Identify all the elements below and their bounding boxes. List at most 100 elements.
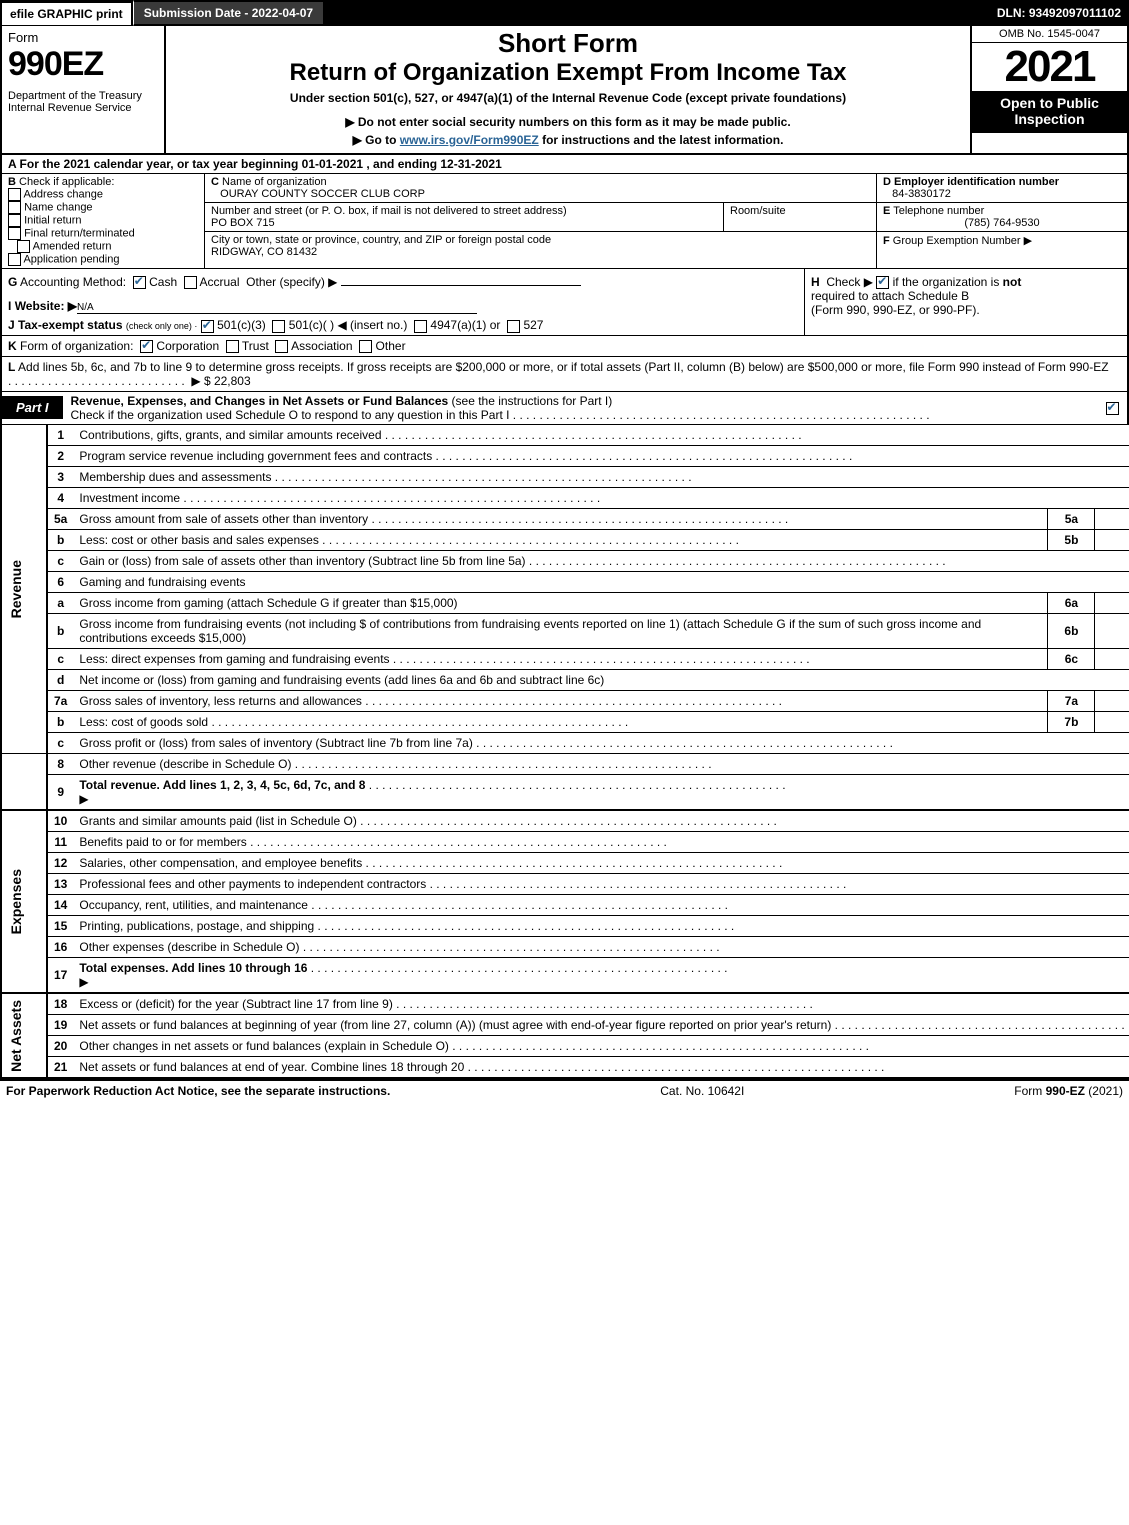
section-g: G Accounting Method: Cash Accrual Other … — [8, 275, 798, 289]
dept-treasury: Department of the Treasury — [8, 90, 158, 102]
tel-val: (785) 764-9530 — [883, 217, 1121, 229]
ein-val: 84-3830172 — [892, 188, 951, 200]
chk-cash[interactable] — [133, 276, 146, 289]
line-8: 8 Other revenue (describe in Schedule O)… — [1, 753, 1129, 774]
section-c: C Name of organization OURAY COUNTY SOCC… — [205, 174, 876, 268]
opt-cash: Cash — [149, 275, 177, 289]
h-text4: (Form 990, 990-EZ, or 990-PF). — [811, 303, 980, 317]
form-number: 990EZ — [8, 45, 158, 84]
opt-other-specify: Other (specify) ▶ — [246, 275, 337, 289]
chk-accrual[interactable] — [184, 276, 197, 289]
irs-link[interactable]: www.irs.gov/Form990EZ — [400, 133, 539, 147]
l6d-desc: Net income or (loss) from gaming and fun… — [73, 669, 1129, 690]
l-amount: ▶ $ 22,803 — [191, 374, 250, 388]
line-6d: d Net income or (loss) from gaming and f… — [1, 669, 1129, 690]
opt-501c: 501(c)( ) ◀ (insert no.) — [289, 318, 408, 332]
name-org-h: Name of organization — [222, 176, 327, 188]
l7a-desc: Gross sales of inventory, less returns a… — [79, 694, 362, 708]
block-ghij: G Accounting Method: Cash Accrual Other … — [0, 269, 1129, 336]
opt-app-pending: Application pending — [23, 253, 119, 265]
l7a-sv: 1,695 — [1095, 690, 1129, 711]
l5a-desc: Gross amount from sale of assets other t… — [79, 512, 368, 526]
room-suite: Room/suite — [724, 203, 876, 232]
chk-name-change[interactable] — [8, 201, 21, 214]
tax-exempt-label: Tax-exempt status — [18, 318, 122, 332]
opt-initial-return: Initial return — [24, 214, 81, 226]
l11-desc: Benefits paid to or for members — [79, 835, 246, 849]
chk-527[interactable] — [507, 320, 520, 333]
line-6a: a Gross income from gaming (attach Sched… — [1, 592, 1129, 613]
label-b: B — [8, 176, 16, 188]
paperwork-notice: For Paperwork Reduction Act Notice, see … — [6, 1084, 390, 1098]
label-e: E — [883, 205, 890, 217]
l2-desc: Program service revenue including govern… — [79, 449, 432, 463]
section-def: D Employer identification number 84-3830… — [876, 174, 1127, 268]
part1-sub: (see the instructions for Part I) — [448, 394, 612, 408]
part1-tab: Part I — [2, 396, 63, 419]
l20-desc: Other changes in net assets or fund bala… — [79, 1039, 449, 1053]
chk-other-org[interactable] — [359, 340, 372, 353]
lines-table: Revenue 1 Contributions, gifts, grants, … — [0, 425, 1129, 1079]
city-h: City or town, state or province, country… — [211, 234, 551, 246]
header-mid: Short Form Return of Organization Exempt… — [166, 26, 970, 153]
section-b: B Check if applicable: Address change Na… — [2, 174, 205, 268]
label-d: D — [883, 176, 891, 188]
tel-h: Telephone number — [893, 205, 984, 217]
label-g: G — [8, 275, 17, 289]
l5c-desc: Gain or (loss) from sale of assets other… — [79, 554, 525, 568]
efile-label[interactable]: efile GRAPHIC print — [0, 1, 133, 25]
check-if-applicable: Check if applicable: — [19, 176, 114, 188]
line-5a: 5a Gross amount from sale of assets othe… — [1, 508, 1129, 529]
l6b-d1: Gross income from fundraising events (no… — [79, 617, 366, 631]
form-ref: Form 990-EZ (2021) — [1014, 1084, 1123, 1098]
l21-desc: Net assets or fund balances at end of ye… — [79, 1060, 464, 1074]
line-15: 15 Printing, publications, postage, and … — [1, 915, 1129, 936]
chk-4947[interactable] — [414, 320, 427, 333]
l16-desc: Other expenses (describe in Schedule O) — [79, 940, 299, 954]
header-left: Form 990EZ Department of the Treasury In… — [2, 26, 166, 153]
org-name: OURAY COUNTY SOCCER CLUB CORP — [220, 188, 425, 200]
chk-501c3[interactable] — [201, 320, 214, 333]
opt-assoc: Association — [291, 339, 352, 353]
chk-final-return[interactable] — [8, 227, 21, 240]
group-exempt-h: Group Exemption Number ▶ — [893, 235, 1032, 247]
chk-schedule-o[interactable] — [1106, 402, 1119, 415]
l13-desc: Professional fees and other payments to … — [79, 877, 426, 891]
form-word: Form — [8, 30, 38, 45]
chk-assoc[interactable] — [275, 340, 288, 353]
label-c: C — [211, 176, 219, 188]
l6a-sv — [1095, 592, 1129, 613]
line-7a: 7a Gross sales of inventory, less return… — [1, 690, 1129, 711]
row-k: K Form of organization: Corporation Trus… — [0, 336, 1129, 357]
l4-desc: Investment income — [79, 491, 180, 505]
chk-schedule-b[interactable] — [876, 276, 889, 289]
line-21: 21 Net assets or fund balances at end of… — [1, 1056, 1129, 1078]
l5b-sv: 0 — [1095, 529, 1129, 550]
label-k: K — [8, 339, 17, 353]
l14-desc: Occupancy, rent, utilities, and maintena… — [79, 898, 308, 912]
chk-501c[interactable] — [272, 320, 285, 333]
chk-initial-return[interactable] — [8, 214, 21, 227]
l5a-sv — [1095, 508, 1129, 529]
row-l: L Add lines 5b, 6c, and 7b to line 9 to … — [0, 357, 1129, 392]
line-13: 13 Professional fees and other payments … — [1, 873, 1129, 894]
top-bar: efile GRAPHIC print Submission Date - 20… — [0, 0, 1129, 26]
opt-address-change: Address change — [23, 188, 103, 200]
revenue-label: Revenue — [8, 560, 24, 618]
part1-title: Revenue, Expenses, and Changes in Net As… — [71, 394, 449, 408]
ein-h: Employer identification number — [894, 176, 1059, 188]
chk-trust[interactable] — [226, 340, 239, 353]
short-form-title: Short Form — [172, 28, 964, 59]
under-section: Under section 501(c), 527, or 4947(a)(1)… — [172, 91, 964, 105]
opt-other-org: Other — [376, 339, 406, 353]
chk-corp[interactable] — [140, 340, 153, 353]
chk-address-change[interactable] — [8, 188, 21, 201]
l10-desc: Grants and similar amounts paid (list in… — [79, 814, 356, 828]
l6-desc: Gaming and fundraising events — [73, 571, 1129, 592]
cat-no: Cat. No. 10642I — [660, 1084, 744, 1098]
check-arrow: Check ▶ — [826, 275, 873, 289]
chk-amended[interactable] — [17, 240, 30, 253]
other-line[interactable] — [341, 285, 581, 286]
label-h: H — [811, 275, 820, 289]
chk-app-pending[interactable] — [8, 253, 21, 266]
